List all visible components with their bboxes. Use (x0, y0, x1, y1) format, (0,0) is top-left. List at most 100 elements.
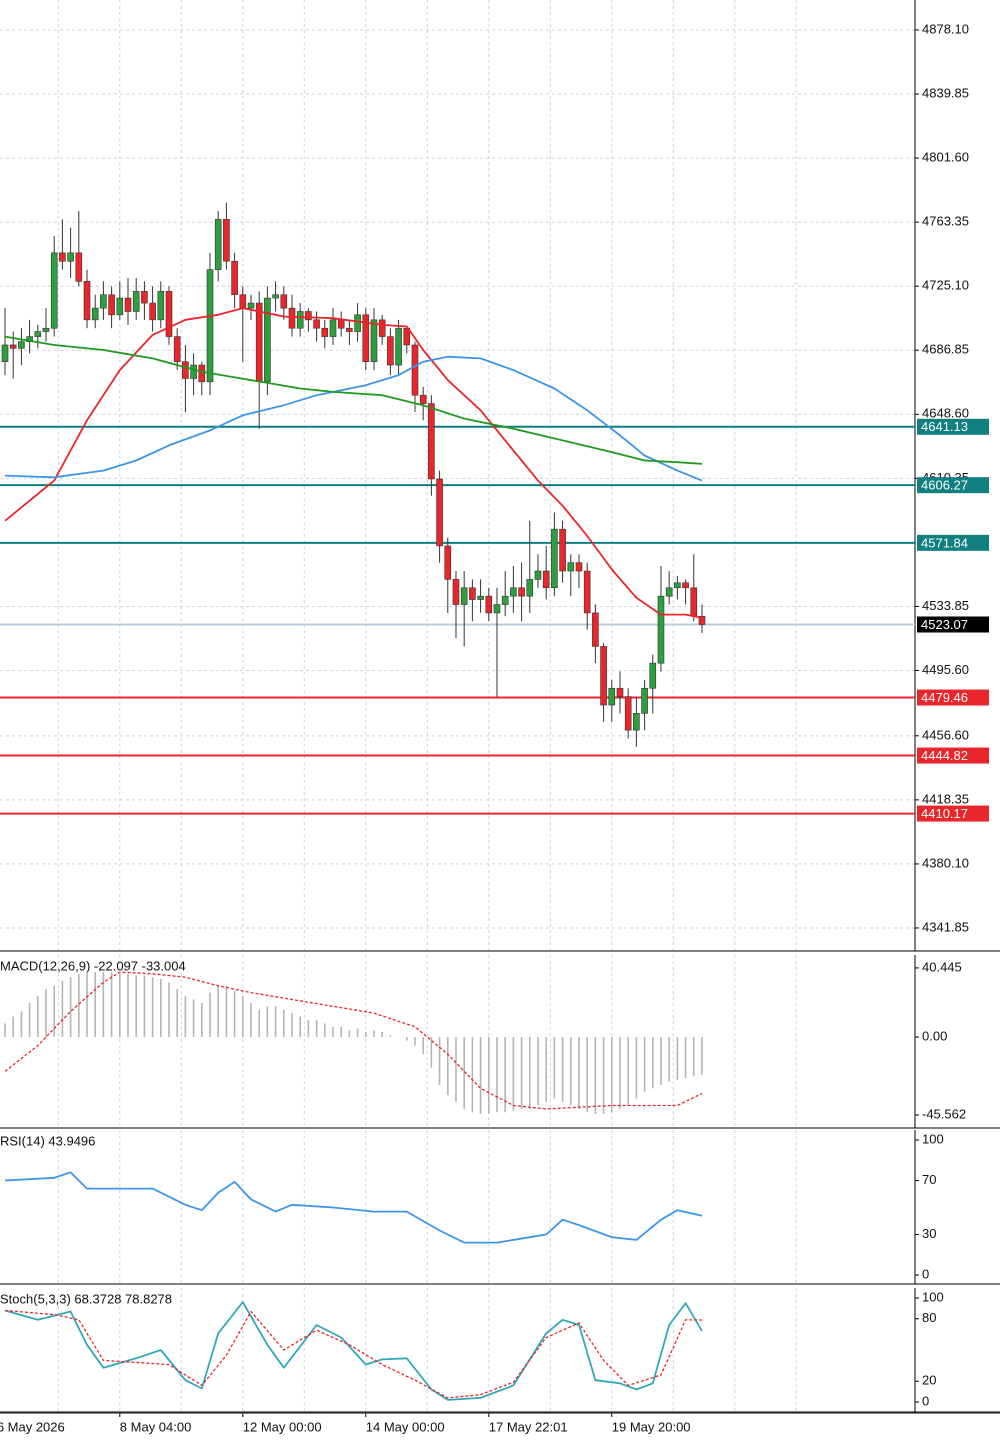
y-tick-label: 80 (922, 1310, 936, 1325)
candle-body (460, 587, 468, 605)
y-tick-label: 70 (922, 1172, 936, 1187)
candle-body (255, 302, 263, 383)
level-label: 4410.17 (921, 806, 968, 821)
candle-body (682, 582, 689, 589)
candle-body (674, 582, 681, 589)
candle-body (108, 294, 115, 316)
candle-body (493, 604, 501, 614)
y-tick-label: 4380.10 (922, 855, 969, 870)
candle-body (534, 570, 542, 580)
candle-body (411, 344, 419, 396)
y-tick-label: 4878.10 (922, 21, 969, 36)
level-label: 4571.84 (921, 535, 968, 550)
y-tick-label: 4456.60 (922, 727, 969, 742)
candle-body (100, 294, 107, 309)
y-tick-label: 0 (922, 1393, 929, 1408)
y-tick-label: 20 (922, 1373, 936, 1388)
candle-body (18, 341, 25, 349)
candle-body (190, 364, 197, 379)
candle-body (559, 528, 566, 572)
candle-body (419, 394, 427, 404)
indicator-line (4, 971, 703, 1110)
candle-body (288, 307, 296, 329)
y-tick-label: 4648.60 (922, 406, 969, 421)
indicator-line (4, 1309, 703, 1399)
candle-body (698, 615, 706, 625)
indicator-line (4, 355, 703, 482)
candle-body (633, 713, 640, 731)
level-label-bg (917, 805, 989, 822)
candle-body (165, 291, 173, 337)
candle-body (518, 587, 525, 597)
candle-body (477, 595, 484, 600)
candle-body (272, 294, 279, 299)
candle-body (157, 291, 165, 321)
candle-body (657, 595, 665, 664)
candle-body (132, 291, 140, 312)
level-label-bg (917, 477, 989, 494)
candle-body (649, 662, 657, 689)
indicator-line (4, 335, 703, 465)
candle-body (575, 562, 583, 572)
candle-body (370, 319, 378, 363)
candle-body (551, 528, 558, 589)
candle-body (182, 361, 189, 379)
candle-body (116, 297, 124, 316)
candle-body (665, 587, 673, 597)
candle-body (641, 687, 648, 714)
indicator-title: MACD(12,26,9) -22.097 -33.004 (0, 958, 186, 973)
candle-body (75, 252, 83, 282)
candle-body (1, 344, 9, 363)
candle-body (124, 297, 132, 312)
indicator-title: Stoch(5,3,3) 68.3728 78.8278 (0, 1291, 172, 1306)
candle-body (141, 291, 148, 304)
candle-body (247, 302, 255, 309)
candle-body (395, 327, 402, 366)
candle-body (9, 344, 17, 349)
candle-body (280, 294, 288, 309)
candle-body (239, 294, 247, 309)
candle-body (567, 562, 575, 572)
y-tick-label: 4341.85 (922, 919, 969, 934)
indicator-line (4, 1301, 703, 1401)
candle-body (354, 314, 361, 332)
candle-body (583, 570, 591, 614)
candle-body (600, 646, 607, 706)
candle-body (34, 331, 42, 337)
candle-body (608, 687, 616, 706)
candle-body (91, 307, 99, 321)
candle-body (313, 319, 320, 329)
candle-body (485, 595, 493, 614)
candle-body (428, 403, 435, 480)
y-tick-label: 4418.35 (922, 791, 969, 806)
candle-body (452, 579, 460, 605)
indicator-line (4, 307, 703, 619)
candle-body (67, 252, 74, 262)
candle-body (378, 319, 386, 337)
indicator-title: RSI(14) 43.9496 (0, 1133, 95, 1148)
candle-body (50, 252, 58, 329)
x-tick-label: 12 May 00:00 (243, 1419, 322, 1434)
candle-body (264, 297, 271, 383)
y-tick-label: 0.00 (922, 1029, 947, 1044)
candle-body (149, 302, 156, 321)
candle-body (223, 219, 230, 262)
candle-body (329, 319, 337, 337)
level-label-bg (917, 616, 989, 633)
candle-body (198, 364, 206, 383)
candle-body (83, 281, 91, 321)
x-tick-label: 17 May 22:01 (489, 1419, 568, 1434)
candle-body (526, 579, 534, 597)
x-tick-label: 19 May 20:00 (612, 1419, 691, 1434)
y-tick-label: 4495.60 (922, 662, 969, 677)
candle-body (403, 327, 411, 346)
level-label-bg (917, 418, 989, 435)
candle-body (469, 587, 476, 600)
candle-body (690, 587, 698, 617)
y-tick-label: 30 (922, 1226, 936, 1241)
candle-body (206, 269, 214, 383)
x-tick-label: 6 May 2026 (0, 1419, 65, 1434)
level-label: 4523.07 (921, 617, 968, 632)
